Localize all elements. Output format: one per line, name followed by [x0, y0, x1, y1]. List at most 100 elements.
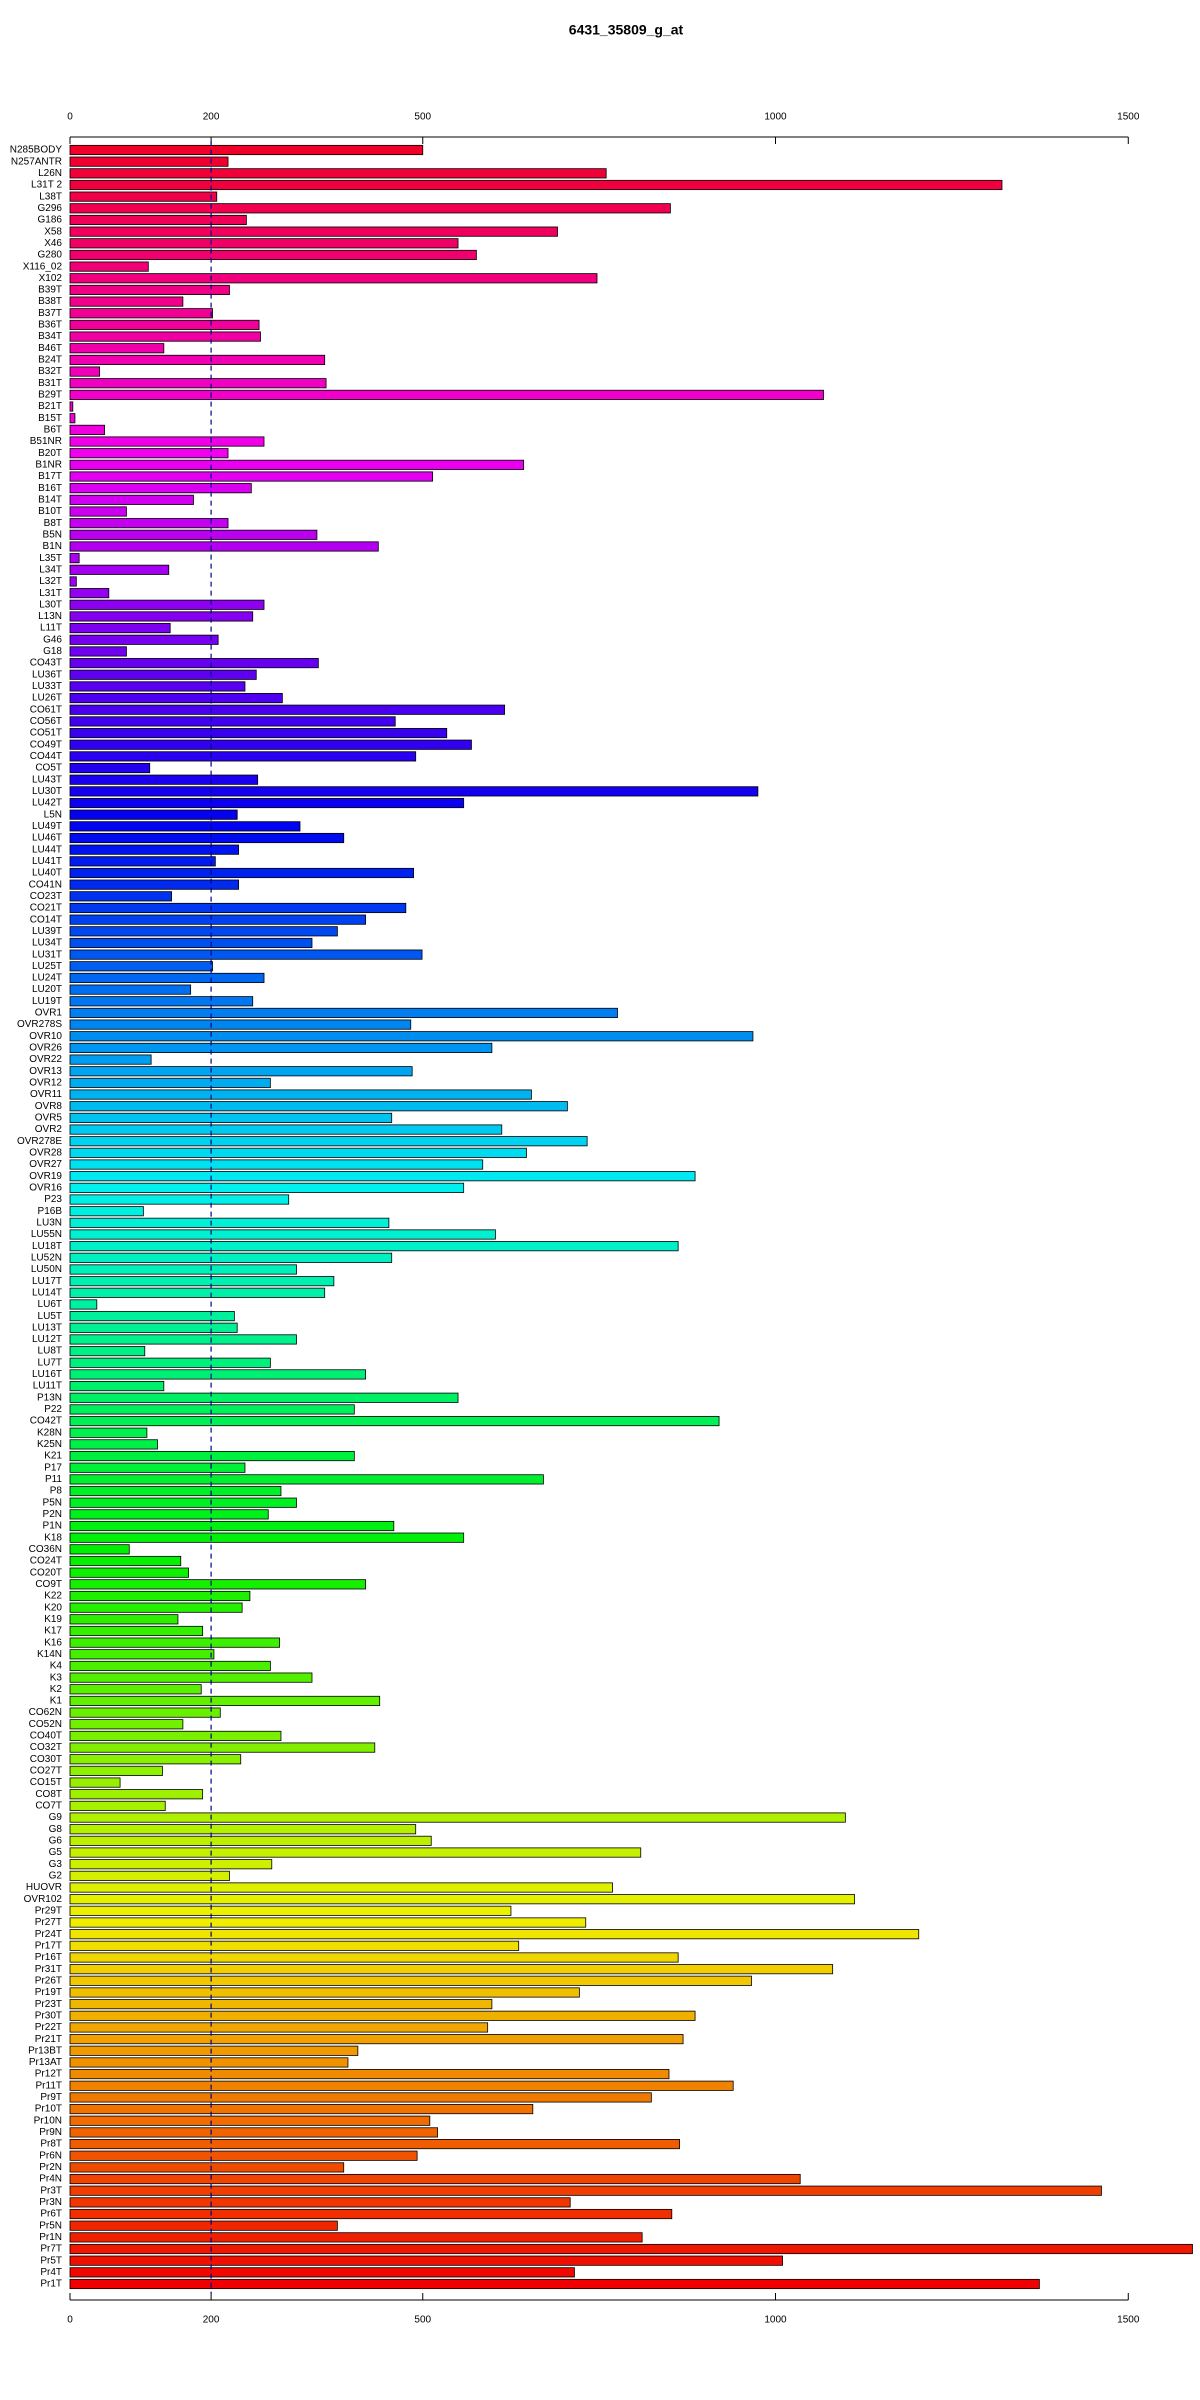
bar [69, 1940, 520, 1951]
bar [69, 564, 170, 575]
bar [69, 1789, 204, 1800]
bar [69, 762, 151, 774]
bar [69, 1882, 613, 1893]
y-tick-label: P11 [45, 1474, 62, 1485]
bar [69, 1684, 202, 1695]
y-tick-label: LU31T [32, 949, 62, 960]
bar [69, 984, 192, 995]
bar [69, 1532, 465, 1543]
y-tick-label: LU14T [32, 1287, 62, 1298]
y-tick-label: CO5T [35, 763, 62, 774]
y-tick-label: P22 [44, 1404, 62, 1415]
bar [69, 506, 127, 517]
bar [69, 716, 396, 727]
bar [69, 1124, 503, 1135]
x-tick-label: 1500 [1117, 2315, 1140, 2326]
y-tick-label: LU7T [38, 1357, 62, 1368]
y-tick-label: L13N [38, 611, 62, 622]
bar [69, 599, 265, 610]
bar [69, 2057, 349, 2068]
bar [69, 1917, 587, 1928]
y-tick-label: CO52N [29, 1719, 62, 1730]
y-tick-label: LU50N [31, 1264, 62, 1275]
bar [69, 2034, 684, 2045]
y-tick-label: X116_02 [23, 261, 63, 272]
y-tick-label: K1 [50, 1696, 63, 1707]
bar [69, 1905, 512, 1916]
bar [69, 1555, 182, 1567]
bar [69, 1765, 163, 1776]
bar [69, 1450, 355, 1462]
y-tick-label: Pr5N [39, 2220, 62, 2231]
y-tick-label: G8 [49, 1824, 63, 1835]
y-tick-label: B31T [38, 378, 62, 389]
y-tick-label: CO56T [30, 716, 62, 727]
bar [69, 1066, 413, 1077]
y-tick-label: B32T [38, 366, 62, 377]
x-tick-label: 1000 [764, 2315, 787, 2326]
y-tick-label: P13N [37, 1392, 62, 1403]
y-tick-label: G6 [49, 1836, 63, 1847]
y-tick-label: LU25T [32, 961, 62, 972]
bar [69, 1416, 720, 1427]
y-tick-label: Pr8T [40, 2139, 62, 2150]
bar [69, 2185, 1102, 2196]
bar [69, 2267, 575, 2278]
bar [69, 1894, 855, 1905]
y-tick-label: B21T [38, 401, 62, 412]
bar [69, 623, 171, 634]
y-tick-label: B51NR [30, 436, 62, 447]
y-tick-label: G2 [49, 1870, 63, 1881]
bar [69, 1112, 393, 1123]
y-tick-label: CO40T [30, 1731, 62, 1742]
y-tick-label: B14T [38, 494, 62, 505]
bar [69, 1637, 280, 1648]
bar [69, 1707, 221, 1718]
bar [69, 1217, 390, 1228]
bar [69, 2232, 643, 2243]
y-tick-label: Pr13AT [29, 2057, 62, 2068]
y-tick-label: OVR2 [35, 1124, 63, 1135]
bar [69, 1695, 381, 1707]
y-tick-label: Pr21T [35, 2034, 62, 2045]
bar [69, 1334, 297, 1345]
bar [69, 1346, 146, 1357]
bar [69, 1730, 282, 1741]
y-tick-label: OVR28 [29, 1148, 62, 1159]
y-tick-label: OVR5 [35, 1113, 63, 1124]
y-tick-label: K22 [44, 1591, 62, 1602]
bar [69, 366, 101, 377]
y-tick-label: G3 [49, 1859, 63, 1870]
y-tick-label: Pr2N [39, 2162, 62, 2173]
y-tick-label: L26N [38, 168, 62, 179]
y-tick-label: B6T [44, 425, 62, 436]
bar [69, 1719, 184, 1730]
bar [69, 1742, 376, 1753]
bar [69, 284, 230, 295]
bar [69, 1952, 679, 1963]
bar [69, 926, 338, 937]
y-tick-label: B29T [38, 390, 62, 401]
bar [69, 786, 759, 797]
bar [69, 634, 219, 645]
y-tick-label: LU40T [32, 868, 62, 879]
bar [69, 1474, 544, 1485]
bar [69, 1835, 432, 1846]
y-tick-label: OVR102 [24, 1894, 63, 1905]
y-tick-label: B17T [38, 471, 62, 482]
x-tick-label: 1000 [764, 112, 787, 123]
bar [69, 1159, 484, 1170]
y-tick-label: OVR16 [29, 1182, 62, 1193]
y-tick-label: P17 [44, 1462, 62, 1473]
bar [69, 2022, 489, 2033]
y-tick-label: Pr1T [40, 2279, 62, 2290]
bar [69, 902, 407, 914]
bar [69, 1311, 235, 1322]
bar [69, 646, 127, 657]
bar [69, 693, 283, 704]
bar [69, 844, 240, 855]
y-tick-label: B37T [38, 308, 62, 319]
y-tick-label: Pr9T [40, 2092, 62, 2103]
bar [69, 1322, 238, 1333]
bar [69, 1042, 493, 1053]
